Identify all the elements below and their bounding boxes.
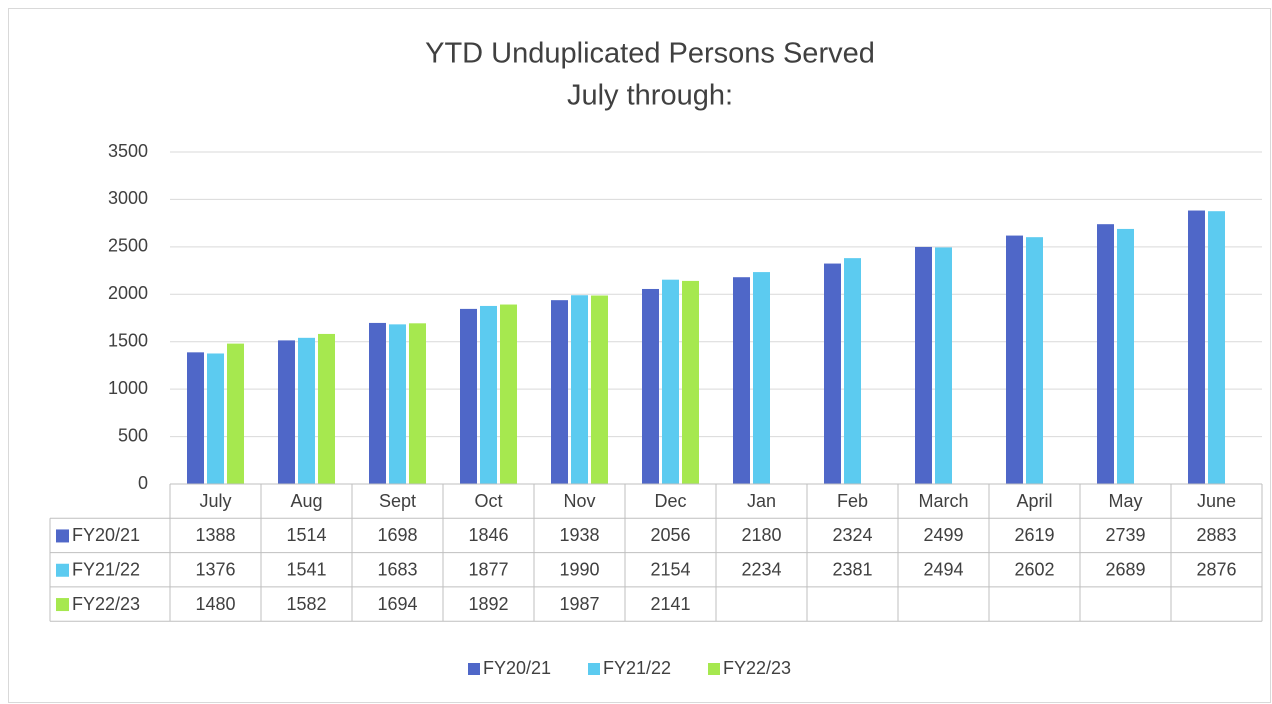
y-tick-label: 3000 <box>108 188 148 208</box>
bar <box>369 322 386 484</box>
bar <box>187 352 204 484</box>
table-cell: 1938 <box>559 525 599 545</box>
legend-key <box>468 663 480 675</box>
y-tick-label: 500 <box>118 425 148 445</box>
bar <box>227 343 244 484</box>
bar <box>733 277 750 484</box>
legend-key <box>708 663 720 675</box>
x-tick-label: March <box>918 491 968 511</box>
x-tick-label: Dec <box>654 491 686 511</box>
x-tick-label: Jan <box>747 491 776 511</box>
bar <box>318 333 335 484</box>
table-cell: 2234 <box>741 560 781 580</box>
bar <box>460 308 477 484</box>
bar <box>1117 228 1134 484</box>
bar <box>500 304 517 484</box>
table-legend-key <box>56 598 69 612</box>
bar <box>409 323 426 484</box>
y-tick-label: 0 <box>138 473 148 493</box>
legend-label: FY22/23 <box>723 658 791 678</box>
bar <box>278 340 295 484</box>
table-cell: 2619 <box>1014 525 1054 545</box>
bar <box>1026 237 1043 484</box>
bar <box>824 263 841 484</box>
table-cell: 2141 <box>650 594 690 614</box>
table-cell: 1683 <box>377 560 417 580</box>
bar <box>389 324 406 484</box>
table-cell: 1698 <box>377 525 417 545</box>
table-cell: 1541 <box>286 560 326 580</box>
bar <box>662 279 679 484</box>
table-cell: 2499 <box>923 525 963 545</box>
bar <box>642 288 659 484</box>
x-tick-label: Feb <box>837 491 868 511</box>
y-tick-label: 2000 <box>108 283 148 303</box>
table-cell: 1514 <box>286 525 326 545</box>
table-cell: 1990 <box>559 560 599 580</box>
table-cell: 2494 <box>923 560 963 580</box>
table-cell: 1582 <box>286 594 326 614</box>
bar <box>480 305 497 484</box>
table-cell: 1892 <box>468 594 508 614</box>
bar <box>753 272 770 484</box>
table-cell: 2689 <box>1105 560 1145 580</box>
bar <box>1006 235 1023 484</box>
table-cell: 2876 <box>1196 560 1236 580</box>
bar <box>844 258 861 484</box>
x-tick-label: Aug <box>290 491 322 511</box>
bar <box>551 300 568 484</box>
table-cell: 1987 <box>559 594 599 614</box>
table-legend-key <box>56 563 69 577</box>
table-cell: 2324 <box>832 525 872 545</box>
bar <box>591 295 608 484</box>
table-cell: 2602 <box>1014 560 1054 580</box>
bar <box>915 246 932 484</box>
x-tick-label: June <box>1197 491 1236 511</box>
x-tick-label: July <box>199 491 231 511</box>
y-tick-label: 1000 <box>108 378 148 398</box>
table-cell: 2739 <box>1105 525 1145 545</box>
table-series-name: FY20/21 <box>72 525 140 545</box>
bar <box>682 280 699 484</box>
table-legend-key <box>56 529 69 543</box>
x-tick-label: Oct <box>474 491 502 511</box>
x-tick-label: Nov <box>563 491 595 511</box>
table-series-name: FY22/23 <box>72 594 140 614</box>
table-cell: 1846 <box>468 525 508 545</box>
x-tick-label: May <box>1108 491 1142 511</box>
bar <box>935 247 952 484</box>
legend-key <box>588 663 600 675</box>
table-cell: 1480 <box>195 594 235 614</box>
table-cell: 1694 <box>377 594 417 614</box>
table-cell: 2381 <box>832 560 872 580</box>
legend-label: FY20/21 <box>483 658 551 678</box>
table-cell: 2056 <box>650 525 690 545</box>
table-cell: 1877 <box>468 560 508 580</box>
y-tick-label: 2500 <box>108 236 148 256</box>
bar <box>298 337 315 484</box>
bar <box>1208 211 1225 484</box>
table-cell: 1376 <box>195 560 235 580</box>
bar <box>1188 210 1205 484</box>
chart-subtitle: July through: <box>567 80 733 112</box>
chart-title: YTD Unduplicated Persons Served <box>425 38 875 70</box>
table-cell: 1388 <box>195 525 235 545</box>
table-cell: 2180 <box>741 525 781 545</box>
y-tick-label: 1500 <box>108 330 148 350</box>
table-series-name: FY21/22 <box>72 560 140 580</box>
x-tick-label: Sept <box>379 491 416 511</box>
legend-label: FY21/22 <box>603 658 671 678</box>
x-tick-label: April <box>1016 491 1052 511</box>
bar <box>207 353 224 484</box>
bar <box>1097 224 1114 484</box>
table-cell: 2883 <box>1196 525 1236 545</box>
y-tick-label: 3500 <box>108 141 148 161</box>
table-cell: 2154 <box>650 560 690 580</box>
bar <box>571 295 588 484</box>
